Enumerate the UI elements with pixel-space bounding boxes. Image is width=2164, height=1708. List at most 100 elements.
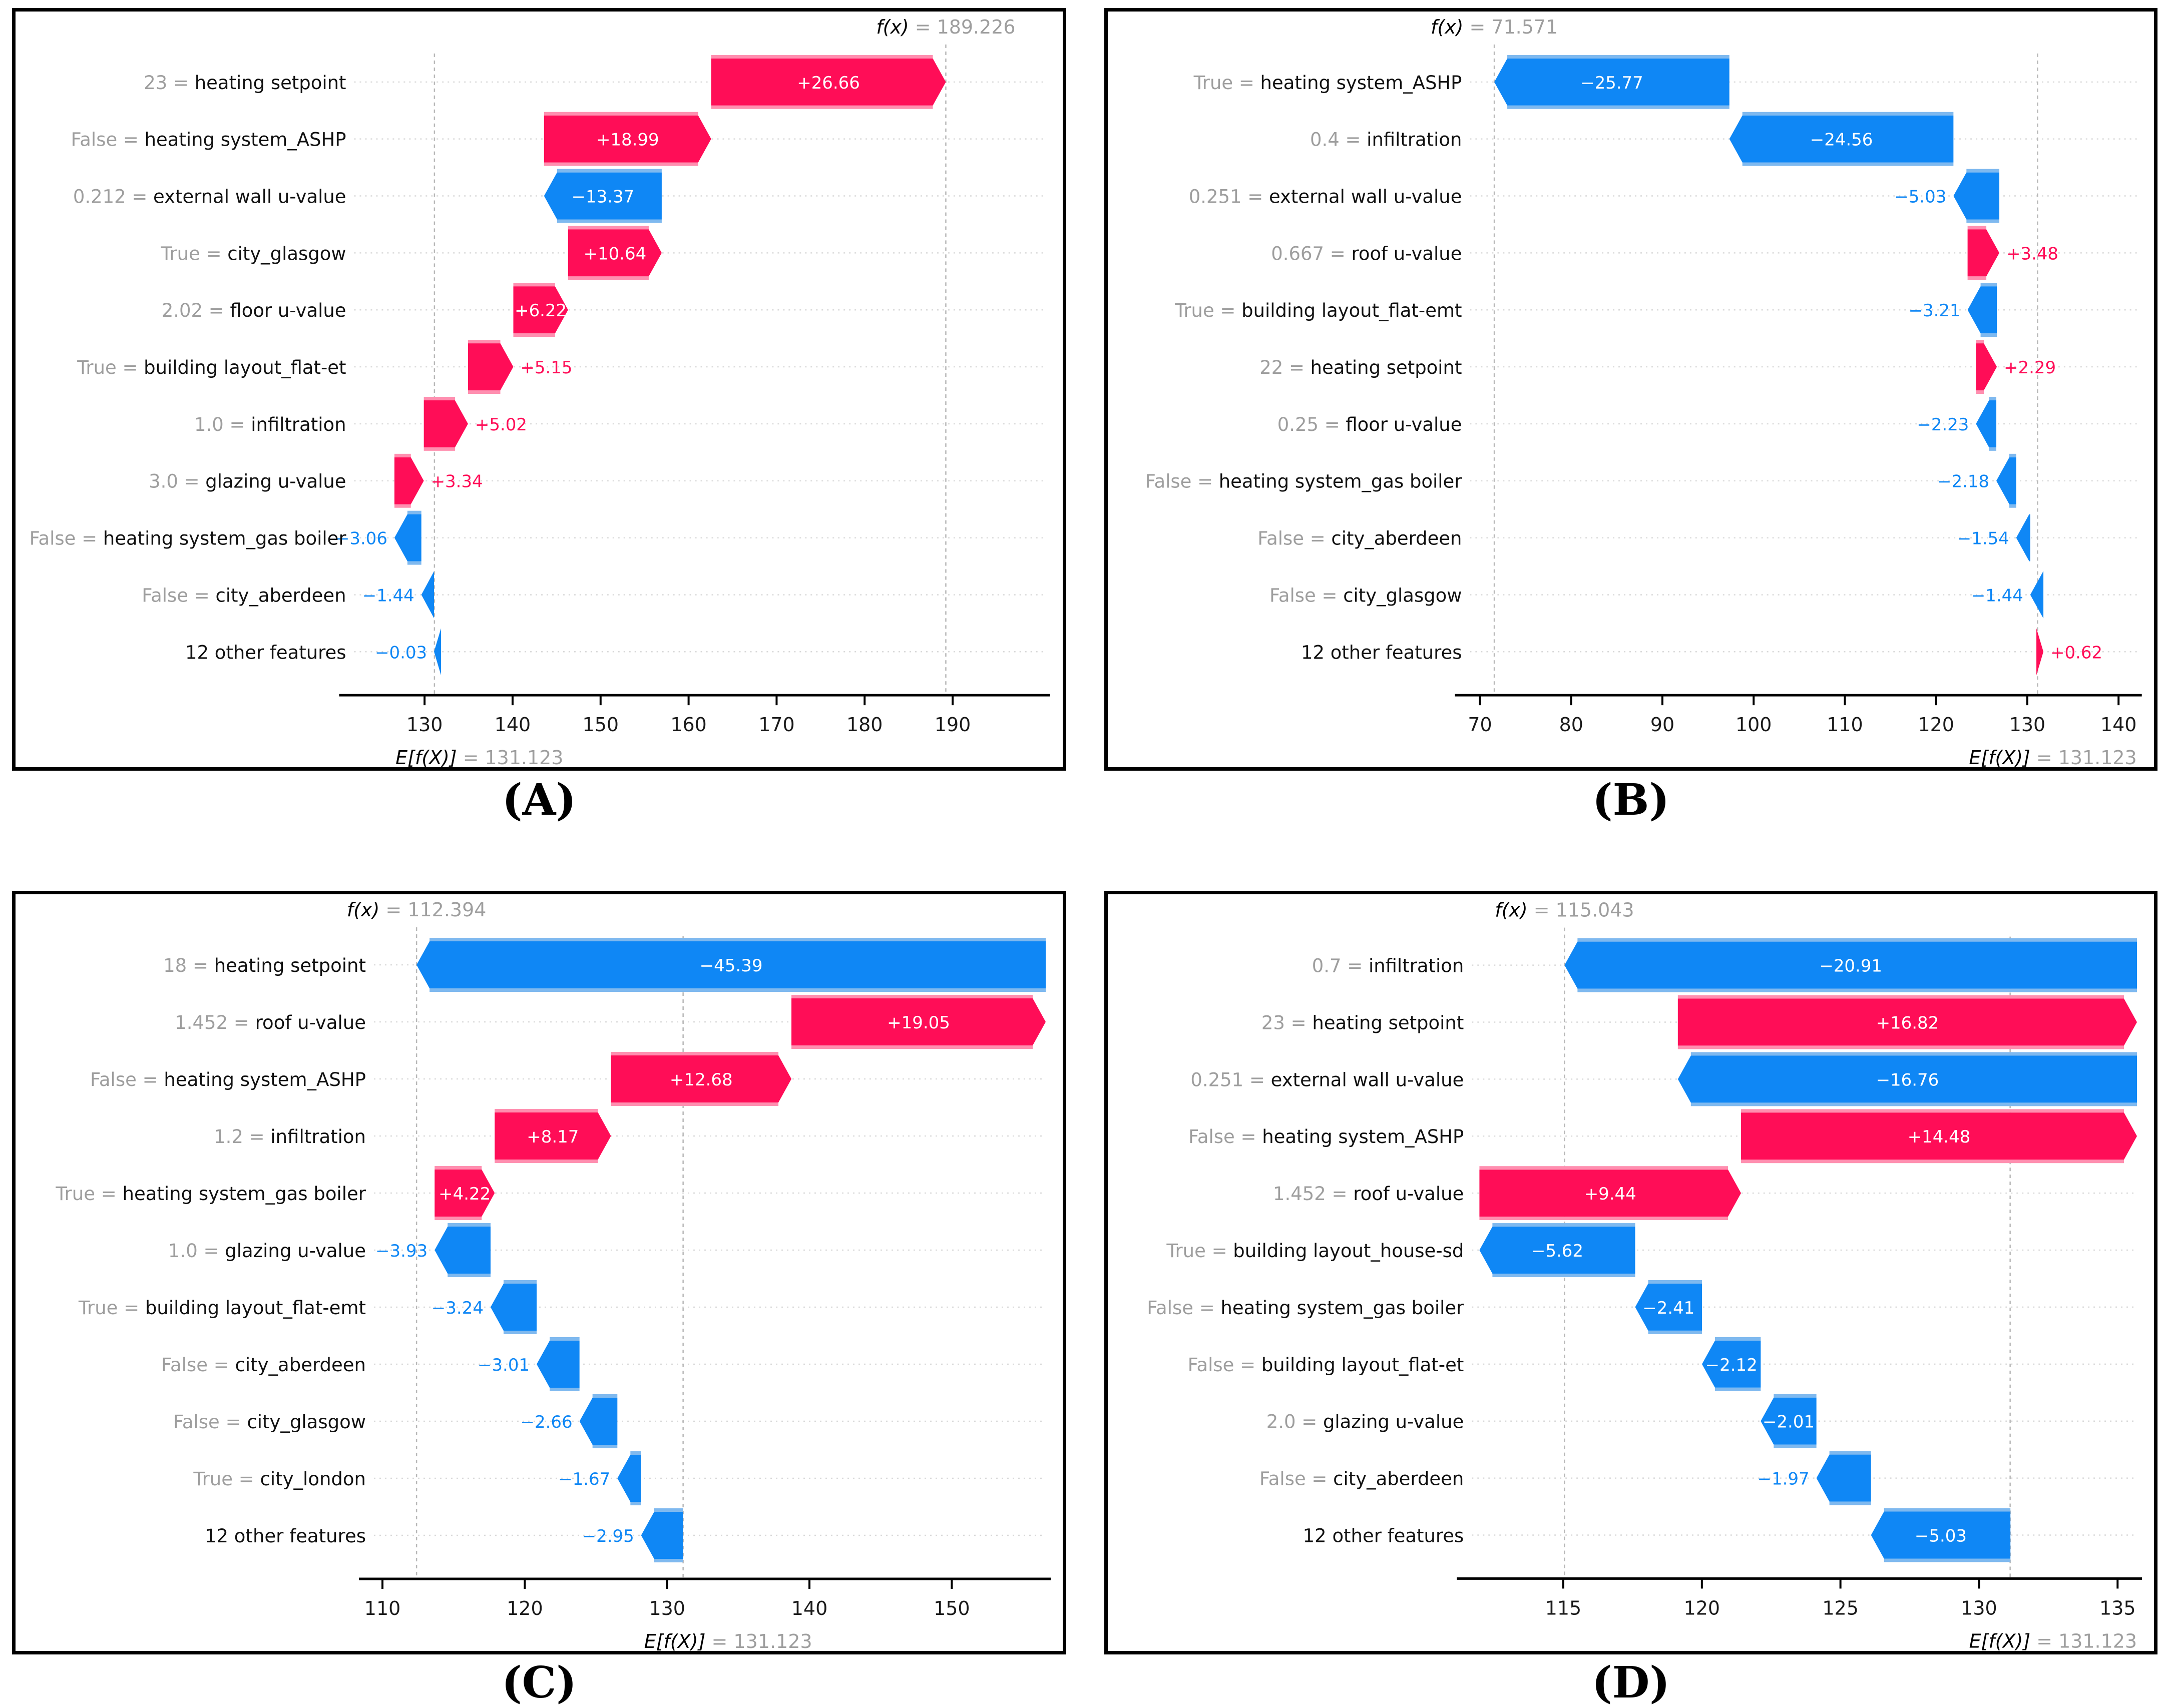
- panel-caption-d: (D): [1592, 1657, 1670, 1708]
- waterfall-bar: [1871, 1511, 2011, 1559]
- waterfall-bar: [1677, 1055, 2137, 1103]
- x-axis-tick-label: 70: [1468, 714, 1492, 736]
- fx-label: f(x) = 115.043: [1495, 899, 1634, 921]
- expected-value-label: E[f(X)] = 131.123: [1969, 747, 2136, 767]
- waterfall-bar: [544, 172, 662, 220]
- bar-connector-cap: [611, 1102, 779, 1106]
- bar-connector-cap: [1714, 1337, 1761, 1341]
- bar-connector-cap: [435, 1217, 482, 1220]
- bar-value-label: −25.77: [1580, 73, 1643, 93]
- bar-connector-cap: [1976, 390, 1984, 394]
- feature-label: 3.0 = glazing u-value: [149, 471, 346, 492]
- x-axis-tick-label: 120: [507, 1597, 543, 1619]
- bar-value-label: +4.22: [439, 1184, 491, 1204]
- feature-label: 22 = heating setpoint: [1259, 357, 1462, 378]
- bar-connector-cap: [791, 1045, 1033, 1049]
- waterfall-bar: [2016, 514, 2030, 561]
- feature-label: 0.4 = infiltration: [1310, 129, 1462, 151]
- bar-connector-cap: [448, 1274, 491, 1277]
- waterfall-bar: [1635, 1283, 1702, 1331]
- bar-value-label: +3.48: [2006, 244, 2058, 264]
- bar-connector-cap: [1507, 105, 1729, 109]
- feature-label: 0.251 = external wall u-value: [1189, 186, 1462, 207]
- bar-connector-cap: [394, 504, 411, 508]
- bar-connector-cap: [495, 1160, 598, 1163]
- waterfall-bar: [1729, 115, 1954, 163]
- feature-label: 23 = heating setpoint: [1261, 1012, 1464, 1033]
- waterfall-bar: [1677, 998, 2137, 1046]
- waterfall-bar: [537, 1341, 580, 1388]
- bar-value-label: −2.41: [1642, 1298, 1694, 1318]
- waterfall-bar: [568, 229, 662, 277]
- bar-connector-cap: [1714, 1387, 1761, 1391]
- x-axis-tick-label: 150: [934, 1597, 970, 1619]
- waterfall-bar: [468, 343, 514, 390]
- bar-connector-cap: [1492, 1223, 1635, 1227]
- bar-connector-cap: [429, 938, 1046, 941]
- bar-connector-cap: [1479, 1166, 1728, 1170]
- feature-label: True = city_glasgow: [160, 243, 346, 264]
- bar-value-label: +2.29: [2004, 358, 2056, 378]
- bar-value-label: −3.01: [478, 1355, 530, 1375]
- waterfall-bar: [611, 1055, 792, 1102]
- bar-connector-cap: [630, 1451, 641, 1455]
- bar-value-label: −5.03: [1894, 187, 1946, 207]
- feature-label: 2.02 = floor u-value: [162, 300, 346, 321]
- bar-value-label: −2.23: [1917, 415, 1969, 435]
- bar-connector-cap: [423, 447, 455, 451]
- bar-connector-cap: [1742, 162, 1954, 166]
- bar-connector-cap: [1677, 1045, 2124, 1049]
- feature-label: 1.452 = roof u-value: [1273, 1183, 1464, 1205]
- x-axis-tick-label: 110: [1827, 714, 1863, 736]
- bar-connector-cap: [407, 561, 421, 565]
- bar-connector-cap: [592, 1394, 618, 1398]
- bar-value-label: +12.68: [670, 1070, 733, 1090]
- waterfall-bar: [1701, 1340, 1761, 1388]
- waterfall-bar: [711, 58, 946, 106]
- feature-label: False = heating system_ASHP: [90, 1069, 366, 1090]
- bar-connector-cap: [1741, 1160, 2124, 1164]
- x-axis-tick-label: 130: [649, 1597, 685, 1619]
- feature-label: 0.251 = external wall u-value: [1190, 1069, 1464, 1090]
- bar-value-label: +9.44: [1584, 1184, 1636, 1204]
- feature-label: True = building layout_flat-emt: [78, 1297, 366, 1319]
- bar-value-label: −3.93: [375, 1241, 427, 1261]
- bar-connector-cap: [1741, 1109, 2124, 1113]
- bar-value-label: −24.56: [1810, 130, 1873, 150]
- shap-waterfall-chart-c: f(x) = 112.394 −45.39 18 = heating setpoin…: [55, 899, 1051, 1651]
- bar-connector-cap: [468, 390, 501, 394]
- x-axis-tick-label: 140: [791, 1597, 828, 1619]
- feature-label: 1.0 = infiltration: [194, 414, 346, 435]
- x-axis-tick-label: 135: [2099, 1597, 2135, 1619]
- bar-connector-cap: [423, 396, 455, 400]
- waterfall-bar: [435, 1227, 491, 1274]
- shap-waterfall-panel-c: f(x) = 112.394 −45.39 18 = heating setpoin…: [12, 891, 1066, 1654]
- panel-caption-c: (C): [502, 1657, 577, 1708]
- bar-connector-cap: [791, 995, 1033, 998]
- bar-connector-cap: [503, 1331, 537, 1334]
- bar-connector-cap: [1980, 333, 1997, 337]
- bar-value-label: −3.24: [431, 1298, 484, 1318]
- bar-connector-cap: [1648, 1280, 1702, 1284]
- waterfall-bar: [1953, 172, 2000, 220]
- x-axis-tick-label: 80: [1559, 714, 1583, 736]
- waterfall-bar: [394, 457, 424, 504]
- x-axis-tick-label: 130: [406, 714, 443, 736]
- feature-label: 1.0 = glazing u-value: [168, 1240, 366, 1262]
- waterfall-bar: [434, 628, 442, 676]
- bar-connector-cap: [557, 169, 662, 173]
- bar-value-label: −13.37: [572, 187, 635, 207]
- bar-connector-cap: [394, 453, 411, 457]
- bar-connector-cap: [1479, 1217, 1728, 1221]
- bar-connector-cap: [1884, 1558, 2011, 1562]
- x-axis-tick-label: 120: [1684, 1597, 1720, 1619]
- bar-connector-cap: [2009, 504, 2016, 508]
- bar-value-label: −3.21: [1909, 301, 1961, 321]
- bar-connector-cap: [495, 1109, 598, 1112]
- bar-value-label: +5.15: [520, 358, 572, 378]
- bar-connector-cap: [568, 276, 649, 280]
- bar-connector-cap: [513, 333, 555, 337]
- bar-value-label: −20.91: [1819, 956, 1882, 976]
- bar-connector-cap: [1690, 1102, 2137, 1106]
- bar-connector-cap: [550, 1337, 580, 1341]
